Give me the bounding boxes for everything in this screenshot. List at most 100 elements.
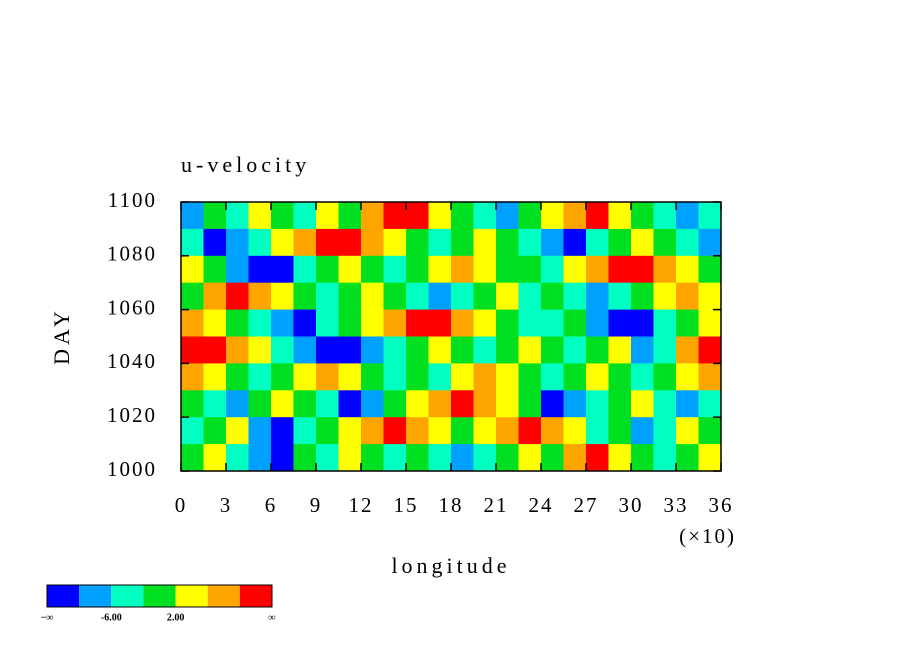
field-cell xyxy=(653,444,677,472)
field-cell xyxy=(473,336,497,364)
x-multiplier: (×10) xyxy=(679,524,736,548)
field-cell xyxy=(428,417,452,445)
field-cell xyxy=(563,202,587,230)
field-cell xyxy=(271,363,294,391)
field-cell xyxy=(406,336,429,364)
field-cell xyxy=(316,309,339,337)
field-cell xyxy=(203,202,227,230)
field-cell xyxy=(496,282,519,311)
field-cell xyxy=(406,309,429,337)
field-cell xyxy=(248,309,272,337)
field-cell xyxy=(563,228,587,257)
field-cell xyxy=(563,363,587,391)
field-cell xyxy=(181,202,204,230)
field-cell xyxy=(676,390,699,418)
field-cell xyxy=(226,417,249,445)
field-cell xyxy=(653,390,677,418)
field-cell xyxy=(586,255,609,284)
y-tick-label: 1020 xyxy=(107,403,157,427)
field-cell xyxy=(383,309,407,337)
field-cell xyxy=(518,228,542,257)
field-cell xyxy=(563,444,587,472)
field-cell xyxy=(383,363,407,391)
field-cell xyxy=(316,390,339,418)
field-cell xyxy=(608,363,632,391)
field-cell xyxy=(518,255,542,284)
field-cell xyxy=(586,309,609,337)
field-cell xyxy=(496,444,519,472)
field-cell xyxy=(608,417,632,445)
field-cell xyxy=(293,363,317,391)
field-cell xyxy=(451,363,474,391)
field-cell xyxy=(428,390,452,418)
field-cell xyxy=(406,417,429,445)
field-cell xyxy=(248,390,272,418)
field-cell xyxy=(248,255,272,284)
field-cell xyxy=(608,202,632,230)
field-cell xyxy=(271,417,294,445)
field-cell xyxy=(473,228,497,257)
field-cell xyxy=(563,309,587,337)
field-cell xyxy=(586,202,609,230)
field-cell xyxy=(293,255,317,284)
field-cell xyxy=(451,390,474,418)
field-cell xyxy=(608,336,632,364)
field-cell xyxy=(496,390,519,418)
field-cell xyxy=(226,390,249,418)
y-tick-label: 1100 xyxy=(108,188,157,212)
x-tick-label: 15 xyxy=(394,493,419,517)
field-cell xyxy=(451,309,474,337)
field-cell xyxy=(428,255,452,284)
field-cell xyxy=(383,336,407,364)
field-cell xyxy=(541,282,564,311)
field-cell xyxy=(451,282,474,311)
field-cell xyxy=(406,255,429,284)
field-cell xyxy=(541,228,564,257)
field-cell xyxy=(181,417,204,445)
field-cell xyxy=(226,202,249,230)
field-cell xyxy=(293,444,317,472)
field-cell xyxy=(248,202,272,230)
chart-title: u-velocity xyxy=(181,152,310,177)
field-cell xyxy=(338,444,362,472)
field-cell xyxy=(563,390,587,418)
field-cell xyxy=(248,336,272,364)
field-cell xyxy=(631,417,654,445)
field-cell xyxy=(451,202,474,230)
field-cell xyxy=(653,202,677,230)
field-cell xyxy=(496,363,519,391)
field-cell xyxy=(361,444,384,472)
field-cell xyxy=(653,255,677,284)
colorbar-swatch xyxy=(111,585,144,607)
field-cell xyxy=(496,202,519,230)
field-cell xyxy=(518,417,542,445)
x-tick-label: 0 xyxy=(175,493,188,517)
field-cell xyxy=(631,363,654,391)
field-cell xyxy=(361,255,384,284)
field-cell xyxy=(226,282,249,311)
field-cell xyxy=(563,282,587,311)
field-cell xyxy=(271,255,294,284)
field-cell xyxy=(586,390,609,418)
field-cell xyxy=(518,336,542,364)
y-axis-label: DAY xyxy=(49,307,74,365)
field-cell xyxy=(226,228,249,257)
field-cell xyxy=(338,255,362,284)
field-cell xyxy=(293,309,317,337)
field-cell xyxy=(226,309,249,337)
field-cell xyxy=(293,336,317,364)
field-cell xyxy=(631,390,654,418)
field-cell xyxy=(698,390,722,418)
colorbar-label: ∞ xyxy=(268,612,275,623)
field-cell xyxy=(698,336,722,364)
field-cell xyxy=(676,202,699,230)
field-cell xyxy=(631,255,654,284)
x-tick-label: 18 xyxy=(439,493,464,517)
field-cell xyxy=(406,444,429,472)
field-cell xyxy=(676,228,699,257)
field-cell xyxy=(226,336,249,364)
field-cell xyxy=(383,282,407,311)
field-cell xyxy=(586,228,609,257)
y-tick-label: 1040 xyxy=(107,349,157,373)
field-cell xyxy=(406,228,429,257)
